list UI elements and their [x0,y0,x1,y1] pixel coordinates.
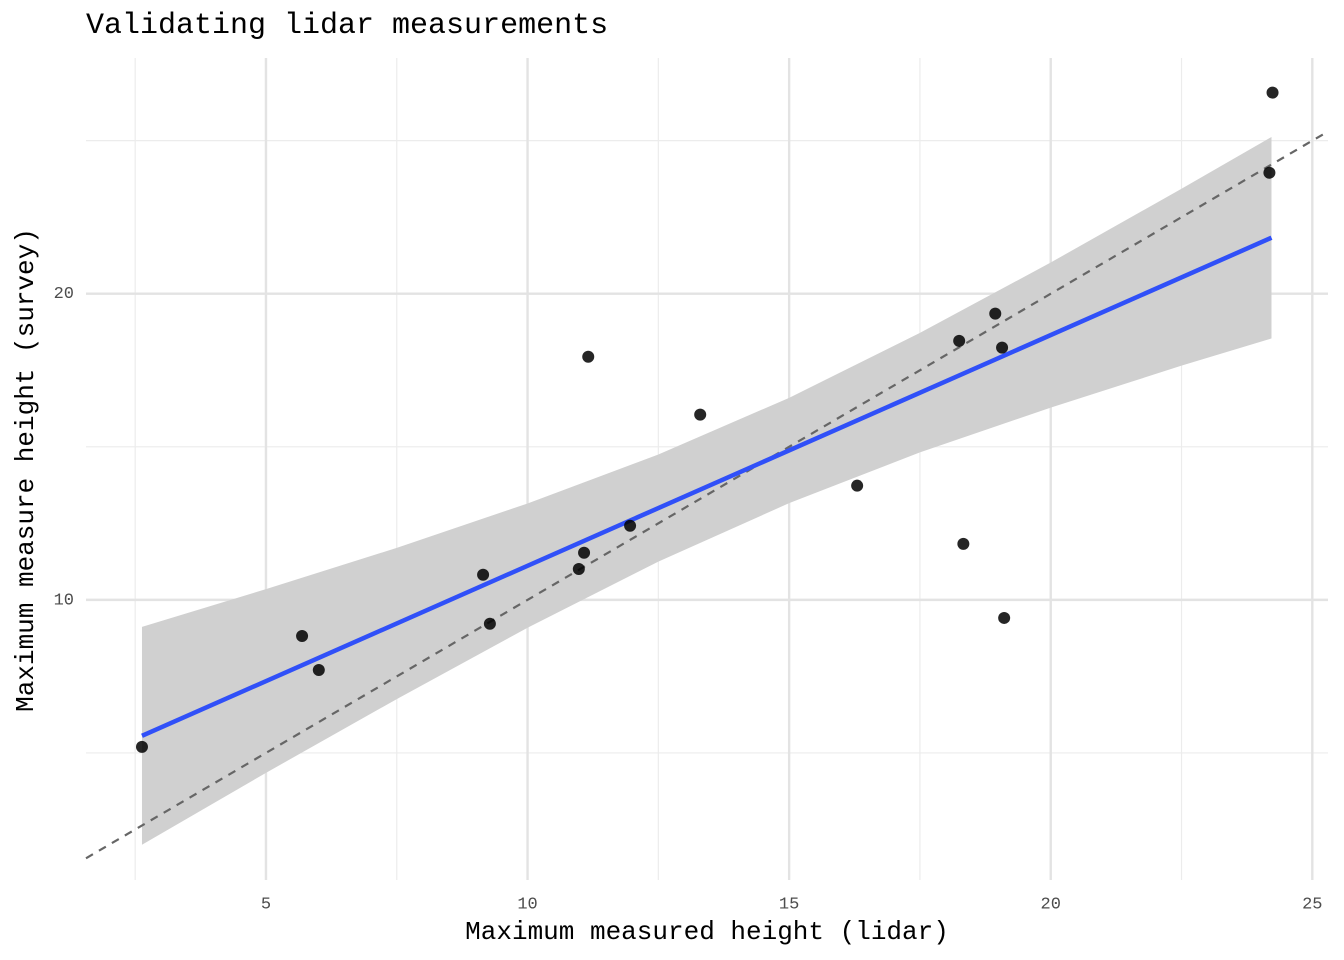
point [483,617,496,630]
point [998,611,1011,624]
point [624,519,637,532]
point [582,350,595,363]
x-tick-label: 5 [261,895,271,914]
x-tick-label: 20 [1041,895,1061,914]
point [953,334,966,347]
point [1266,86,1279,99]
point [851,479,864,492]
point [572,562,585,575]
y-axis-title: Maximum measure height (survey) [11,228,41,712]
point [477,568,490,581]
x-tick-label: 10 [517,895,537,914]
point [957,537,970,550]
chart-title: Validating lidar measurements [86,9,608,43]
x-tick-label: 25 [1302,895,1322,914]
point [989,307,1002,320]
point [1263,166,1276,179]
x-axis-title: Maximum measured height (lidar) [465,917,949,947]
point [694,408,707,421]
y-tick-label: 10 [54,591,74,610]
confidence-band [141,136,1272,845]
point [578,546,591,559]
point [312,663,325,676]
x-tick-label: 15 [779,895,799,914]
point [135,740,148,753]
fit-line [141,235,1273,738]
y-tick-label: 20 [54,285,74,304]
point [996,341,1009,354]
point [296,630,309,643]
